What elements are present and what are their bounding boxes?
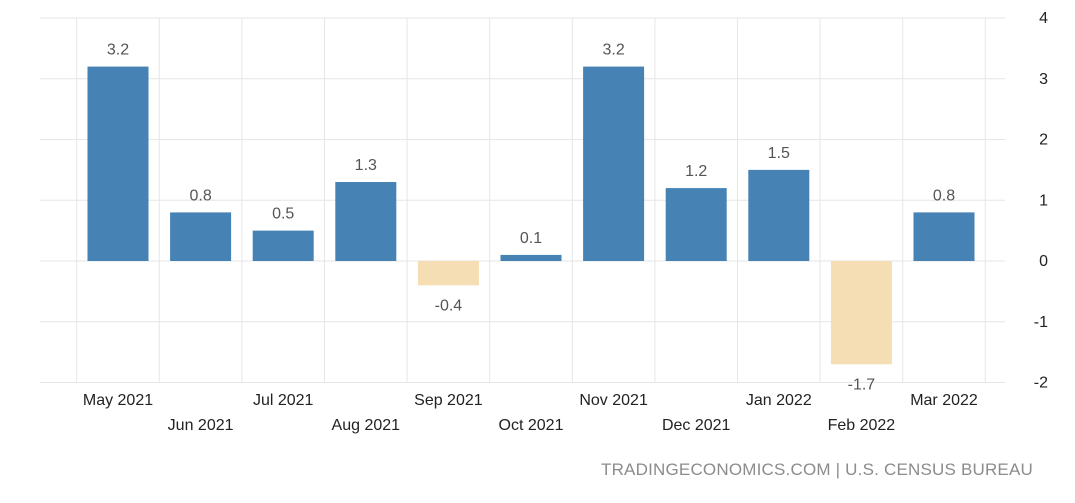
bar-dec-2021: [665, 188, 727, 261]
bar-aug-2021: [335, 182, 397, 261]
bar-nov-2021: [583, 66, 645, 261]
bar-jul-2021: [252, 230, 314, 261]
bar-oct-2021: [500, 254, 562, 261]
bar-feb-2022: [830, 261, 892, 365]
data-labels: 3.2 0.8 0.5 1.3 -0.4 0.1 3.2 1.2 1.5 -1.7 0.8: [107, 42, 955, 394]
bar-mar-2022: [913, 212, 975, 261]
x-tick-label: May 2021: [83, 392, 153, 409]
y-tick-label: 2: [1039, 132, 1048, 149]
bar-value-label: 0.1: [520, 230, 542, 247]
bar-value-label: 1.2: [685, 163, 707, 180]
y-tick-label: -2: [1034, 375, 1048, 392]
bar-jun-2021: [170, 212, 232, 261]
x-tick-label: Jul 2021: [253, 392, 314, 409]
y-tick-label: -1: [1034, 314, 1048, 331]
bar-jan-2022: [748, 169, 810, 261]
x-tick-label: Jun 2021: [168, 417, 234, 434]
x-tick-label: Nov 2021: [579, 392, 648, 409]
bars: [87, 66, 975, 365]
x-tick-label: Jan 2022: [746, 392, 812, 409]
bar-value-label: 1.5: [768, 145, 790, 162]
bar-value-label: 3.2: [602, 42, 624, 59]
bar-value-label: 0.8: [933, 187, 955, 204]
x-tick-label: Feb 2022: [828, 417, 896, 434]
y-tick-label: 1: [1039, 192, 1048, 209]
y-axis-ticks: 4 3 2 1 0 -1 -2: [1034, 10, 1048, 392]
bar-value-label: 1.3: [355, 157, 377, 174]
y-tick-label: 0: [1039, 253, 1048, 270]
bar-value-label: 0.5: [272, 206, 294, 223]
bar-value-label: 3.2: [107, 42, 129, 59]
x-axis-ticks: May 2021 Jun 2021 Jul 2021 Aug 2021 Sep 2021…: [83, 392, 978, 434]
bar-value-label: -1.7: [848, 376, 876, 393]
bar-value-label: 0.8: [189, 187, 211, 204]
x-tick-label: Dec 2021: [662, 417, 731, 434]
x-tick-label: Mar 2022: [910, 392, 978, 409]
y-tick-label: 4: [1039, 10, 1048, 27]
x-tick-label: Sep 2021: [414, 392, 483, 409]
y-tick-label: 3: [1039, 71, 1048, 88]
x-tick-label: Aug 2021: [332, 417, 401, 434]
source-attribution: TRADINGECONOMICS.COM | U.S. CENSUS BUREA…: [601, 460, 1033, 479]
x-tick-label: Oct 2021: [499, 417, 564, 434]
bar-value-label: -0.4: [435, 297, 463, 314]
bar-sep-2021: [417, 261, 479, 286]
bar-may-2021: [87, 66, 149, 261]
